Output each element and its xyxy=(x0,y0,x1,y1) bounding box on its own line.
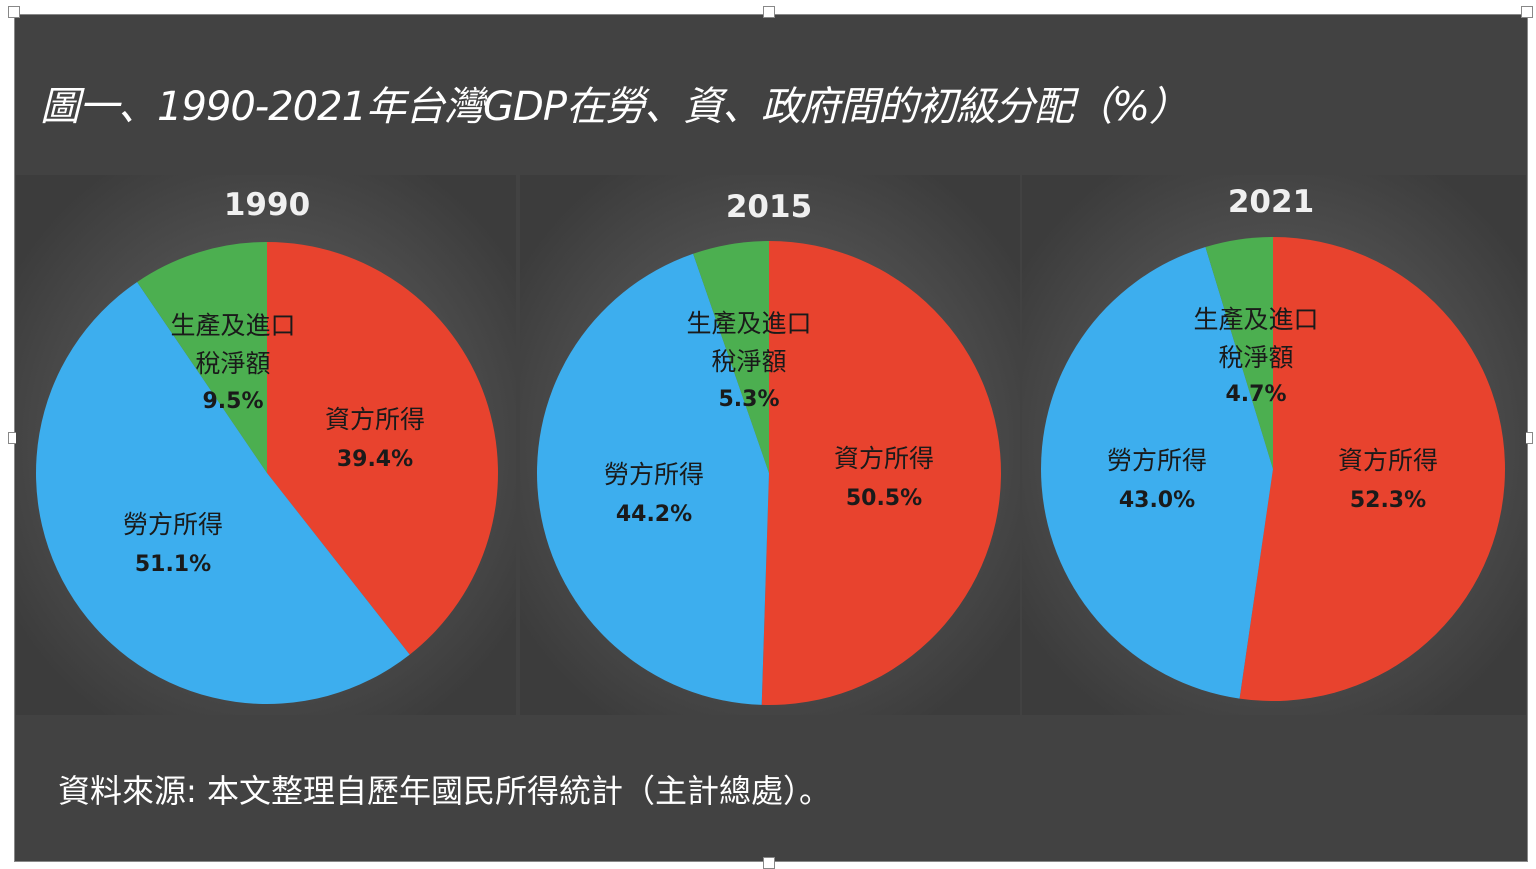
slice-value-label: 44.2% xyxy=(616,502,692,527)
pie-slice-labor xyxy=(1041,247,1273,699)
slice-value-label: 52.3% xyxy=(1350,488,1426,513)
pie-year-label: 2015 xyxy=(726,189,812,225)
pie-year-label: 2021 xyxy=(1228,184,1314,220)
resize-handle-top-left[interactable] xyxy=(8,6,20,18)
slice-category-label: 勞方所得 xyxy=(123,510,223,539)
chart-title: 圖一、1990-2021年台灣GDP在勞、資、政府間的初級分配（%） xyxy=(40,84,1189,130)
slice-category-label: 生產及進口 xyxy=(1193,305,1318,334)
slice-category-label: 資方所得 xyxy=(1338,446,1438,475)
pie-slice-capital xyxy=(761,241,1002,705)
slice-value-label: 4.7% xyxy=(1225,382,1286,407)
pie-slice-labor xyxy=(35,281,410,705)
resize-handle-top-right[interactable] xyxy=(1521,6,1533,18)
pie-slice-tax xyxy=(1205,237,1273,469)
slice-value-label: 50.5% xyxy=(846,486,922,511)
pie-slice-tax xyxy=(137,242,267,473)
slice-value-label: 51.1% xyxy=(135,552,211,577)
pie-slice-labor xyxy=(536,253,769,705)
slice-category-label: 勞方所得 xyxy=(604,460,704,489)
slice-category-label: 稅淨額 xyxy=(1218,343,1293,372)
slice-category-label: 生產及進口 xyxy=(170,311,295,340)
slice-category-label: 稅淨額 xyxy=(195,349,270,378)
slice-value-label: 39.4% xyxy=(337,447,413,472)
slice-value-label: 43.0% xyxy=(1119,488,1195,513)
slice-value-label: 9.5% xyxy=(202,389,263,414)
slice-value-label: 5.3% xyxy=(718,387,779,412)
resize-handle-top[interactable] xyxy=(763,6,775,18)
slice-category-label: 勞方所得 xyxy=(1107,446,1207,475)
pie-slice-tax xyxy=(693,241,769,473)
pie-slice-capital xyxy=(267,242,498,655)
source-note: 資料來源: 本文整理自歷年國民所得統計（主計總處）。 xyxy=(58,772,831,810)
slice-category-label: 資方所得 xyxy=(834,444,934,473)
slice-category-label: 生產及進口 xyxy=(686,309,811,338)
pie-year-label: 1990 xyxy=(224,187,310,223)
pie-slice-capital xyxy=(1239,237,1505,701)
slice-category-label: 資方所得 xyxy=(325,405,425,434)
slice-category-label: 稅淨額 xyxy=(711,347,786,376)
